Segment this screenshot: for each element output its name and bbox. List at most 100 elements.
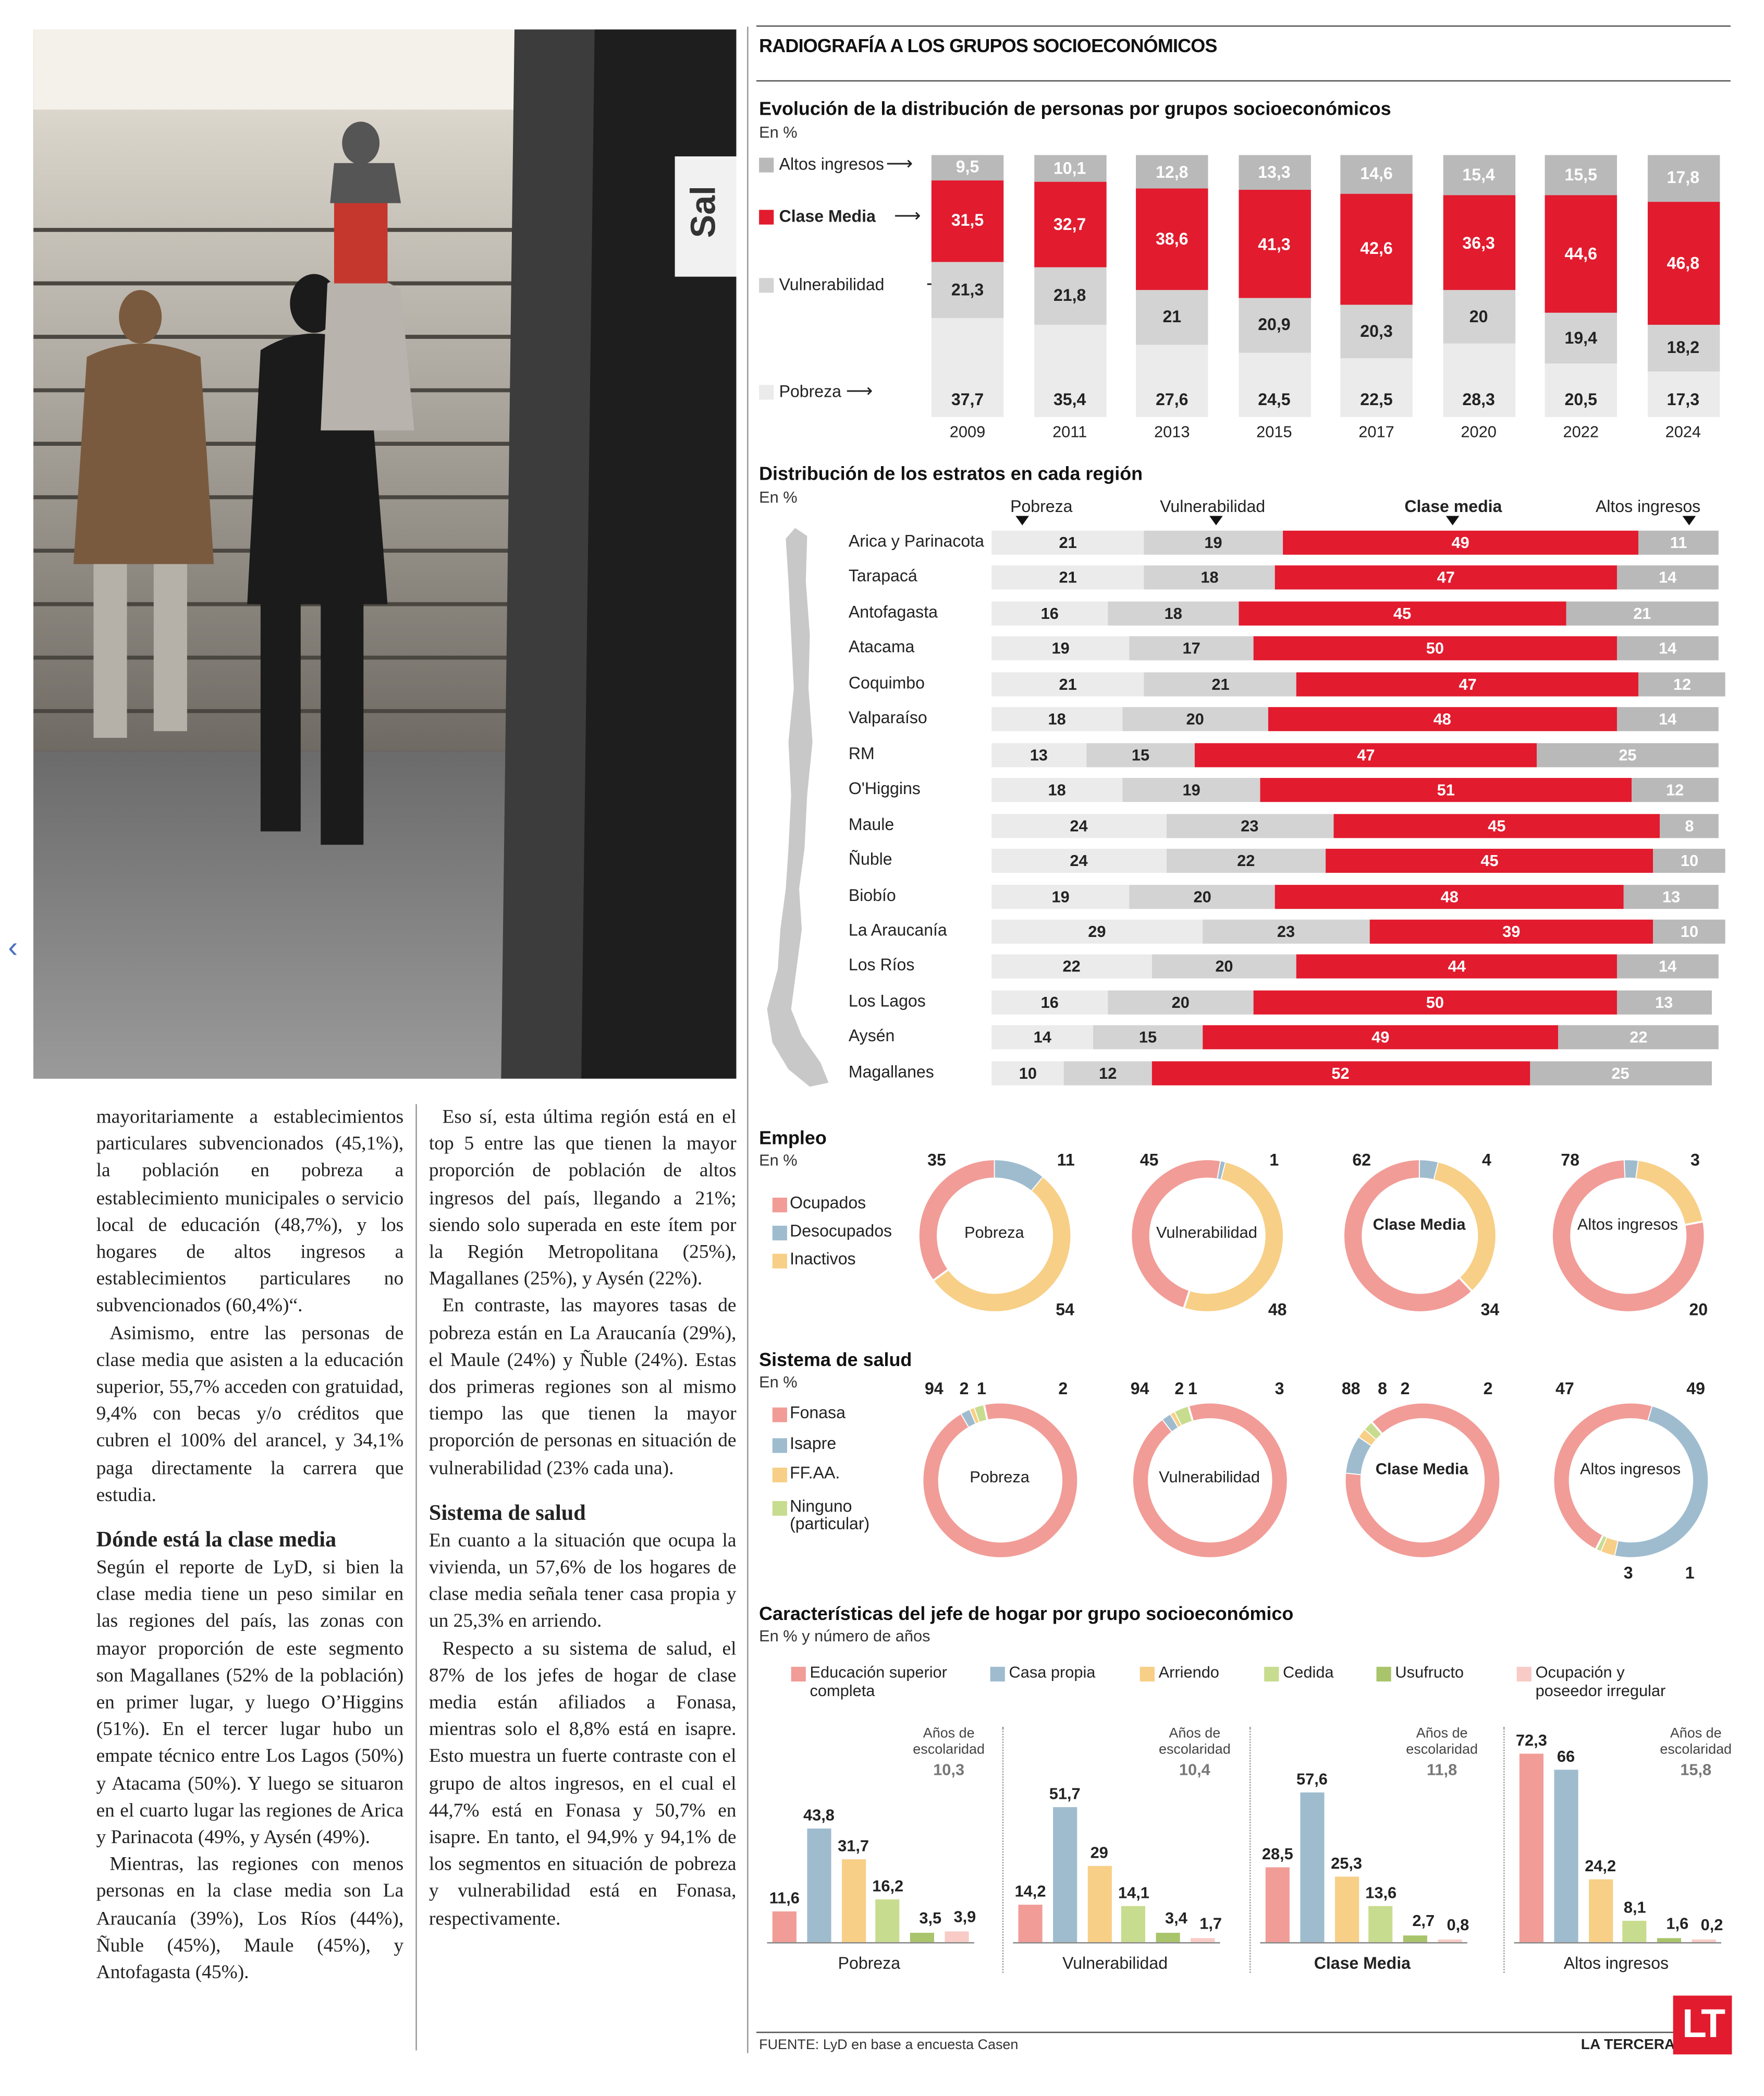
region-label: Maule xyxy=(848,814,895,834)
bar-segment: 20,5 xyxy=(1545,363,1617,417)
source-note: FUENTE: LyD en base a encuesta Casen xyxy=(759,2037,1019,2053)
bar-segment: 13 xyxy=(1624,884,1719,908)
donut-separator xyxy=(1186,1405,1193,1420)
legend-swatch xyxy=(772,1407,787,1422)
bar-segment: 49 xyxy=(1282,530,1639,555)
subway-stairs-illustration: Sal xyxy=(33,29,737,1079)
regiones-unit: En % xyxy=(759,488,798,507)
arrow-icon: ⟶ xyxy=(894,204,921,226)
group-divider xyxy=(1249,1727,1252,1973)
bar-segment: 18 xyxy=(1108,601,1239,626)
escolaridad-label: escolaridad xyxy=(1406,1741,1478,1758)
legend-label: Fonasa xyxy=(790,1403,846,1422)
bar-segment: 8 xyxy=(1660,813,1719,838)
bar xyxy=(841,1859,866,1942)
bar-segment: 22 xyxy=(991,955,1152,979)
arrow-icon: ⟶ xyxy=(846,380,873,401)
donut-slice xyxy=(1132,1403,1287,1557)
bar xyxy=(1018,1905,1043,1942)
region-bar: 24 22 45 10 xyxy=(991,849,1726,873)
data-label: 14,2 xyxy=(1014,1882,1046,1902)
region-bar: 19 17 50 14 xyxy=(991,637,1719,661)
donut-value-label: 1 xyxy=(976,1379,986,1398)
donut-value-label: 45 xyxy=(1140,1151,1159,1170)
article-column-2: Eso sí, esta última región está en el to… xyxy=(429,1104,737,1933)
regiones-title: Distribución de los estratos en cada reg… xyxy=(759,462,1143,484)
donut-slice xyxy=(1552,1160,1704,1311)
x-tick-label: 2022 xyxy=(1563,422,1599,441)
bar-segment: 21 xyxy=(991,530,1145,555)
bar-segment: 18 xyxy=(1144,566,1276,590)
bar xyxy=(1052,1807,1077,1942)
bar-segment: 49 xyxy=(1202,1026,1559,1050)
data-label: 2,7 xyxy=(1412,1911,1435,1930)
salud-donut xyxy=(923,1403,1076,1557)
region-bar: 22 20 44 14 xyxy=(991,955,1719,979)
legend-swatch xyxy=(772,1437,787,1453)
donut-separator xyxy=(1358,1435,1371,1445)
donut-value-label: 4 xyxy=(1482,1151,1491,1170)
donut-slice xyxy=(1183,1162,1282,1311)
bar-segment: 21 xyxy=(991,566,1145,590)
bar-segment: 48 xyxy=(1275,884,1624,908)
paragraph: En cuanto a la situación que ocu­pa la v… xyxy=(428,1530,737,1633)
donut-slice xyxy=(1635,1160,1702,1225)
bar-segment: 46,8 xyxy=(1647,201,1720,324)
salud-unit: En % xyxy=(759,1372,798,1392)
x-tick-label: 2020 xyxy=(1461,422,1497,441)
data-label: 3,4 xyxy=(1165,1909,1187,1928)
legend-swatch xyxy=(759,157,774,173)
bar-segment: 18,2 xyxy=(1647,324,1720,372)
bar-segment: 52 xyxy=(1151,1061,1530,1086)
data-label: 11,6 xyxy=(769,1889,800,1908)
donut-slice xyxy=(961,1409,976,1427)
empleo-unit: En % xyxy=(759,1151,798,1170)
legend-swatch xyxy=(1516,1666,1532,1682)
bar-segment: 22 xyxy=(1558,1026,1719,1050)
data-label: 66 xyxy=(1557,1747,1575,1766)
donut-value-label: 2 xyxy=(1058,1379,1068,1398)
legend-swatch xyxy=(1140,1666,1155,1682)
bar-segment: 37,7 xyxy=(931,318,1004,417)
salud-donut xyxy=(1553,1403,1708,1557)
bar-segment: 25 xyxy=(1537,742,1719,767)
region-bar: 21 19 49 11 xyxy=(991,530,1719,555)
bar-segment: 45 xyxy=(1326,849,1653,873)
paragraph: mayoritariamente a estableci­mientos par… xyxy=(96,1106,404,1318)
legend-label: Ninguno xyxy=(790,1496,852,1515)
bar-segment: 20 xyxy=(1151,955,1297,979)
rule xyxy=(756,80,1731,82)
legend-label: Desocupados xyxy=(790,1222,892,1241)
x-tick-label: 2024 xyxy=(1665,422,1701,441)
region-label: Valparaíso xyxy=(848,709,927,728)
donut-center-label: Clase Media xyxy=(1375,1459,1468,1479)
donut-separator xyxy=(1370,1421,1382,1434)
data-label: 1,6 xyxy=(1666,1914,1689,1933)
infographic-divider xyxy=(747,27,749,2053)
donut-value-label: 94 xyxy=(925,1379,944,1398)
region-bar: 18 20 48 14 xyxy=(991,707,1719,732)
prev-arrow-icon[interactable]: ‹ xyxy=(8,930,18,964)
bar-segment: 14,6 xyxy=(1340,155,1413,193)
bar-segment: 15,4 xyxy=(1442,155,1515,196)
bar-segment: 24 xyxy=(991,813,1166,838)
donut-value-label: 34 xyxy=(1480,1300,1500,1320)
data-label: 8,1 xyxy=(1623,1898,1646,1917)
bar-segment: 35,4 xyxy=(1033,324,1106,417)
legend-label: FF.AA. xyxy=(790,1464,840,1483)
brand-name: LA TERCERA xyxy=(1581,2037,1675,2053)
region-label: Los Lagos xyxy=(848,991,926,1010)
legend-swatch xyxy=(759,210,774,225)
infographic-title: RADIOGRAFÍA A LOS GRUPOS SOCIOECONÓMICOS xyxy=(759,34,1217,56)
bar xyxy=(1553,1770,1578,1942)
bar-segment: 16 xyxy=(991,990,1108,1015)
bar-segment: 14 xyxy=(1616,566,1719,590)
region-label: Atacama xyxy=(848,638,915,657)
bar-segment: 18 xyxy=(991,778,1123,802)
legend-swatch xyxy=(990,1666,1005,1682)
donut-value-label: 8 xyxy=(1378,1379,1387,1398)
x-tick-label: 2009 xyxy=(949,422,986,441)
bar-segment: 10 xyxy=(1653,919,1726,944)
bar-segment: 11 xyxy=(1638,530,1719,555)
rule xyxy=(756,25,1731,27)
